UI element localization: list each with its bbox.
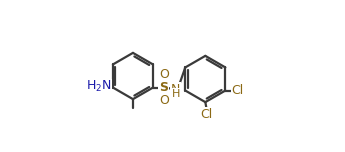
Text: O: O — [159, 68, 169, 81]
Text: H: H — [171, 89, 180, 99]
Text: Cl: Cl — [201, 108, 213, 121]
Text: S: S — [159, 81, 168, 94]
Text: O: O — [159, 95, 169, 107]
Text: H$_2$N: H$_2$N — [86, 79, 112, 94]
Text: N: N — [171, 83, 180, 96]
Text: Cl: Cl — [231, 84, 244, 97]
